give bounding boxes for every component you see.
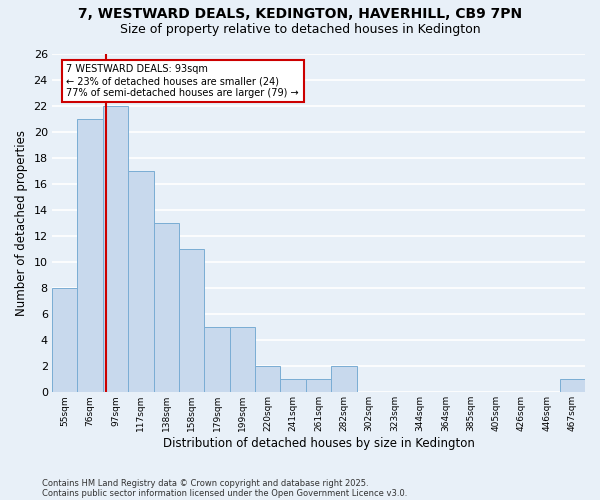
Bar <box>154 223 179 392</box>
Bar <box>331 366 356 392</box>
Bar <box>103 106 128 393</box>
Text: 7 WESTWARD DEALS: 93sqm
← 23% of detached houses are smaller (24)
77% of semi-de: 7 WESTWARD DEALS: 93sqm ← 23% of detache… <box>67 64 299 98</box>
Bar <box>255 366 280 392</box>
Text: 7, WESTWARD DEALS, KEDINGTON, HAVERHILL, CB9 7PN: 7, WESTWARD DEALS, KEDINGTON, HAVERHILL,… <box>78 8 522 22</box>
Text: Size of property relative to detached houses in Kedington: Size of property relative to detached ho… <box>119 22 481 36</box>
Bar <box>204 327 230 392</box>
Bar <box>128 171 154 392</box>
Bar <box>306 380 331 392</box>
X-axis label: Distribution of detached houses by size in Kedington: Distribution of detached houses by size … <box>163 437 475 450</box>
Bar <box>52 288 77 393</box>
Text: Contains HM Land Registry data © Crown copyright and database right 2025.: Contains HM Land Registry data © Crown c… <box>42 478 368 488</box>
Bar <box>560 380 585 392</box>
Bar <box>179 249 204 392</box>
Bar <box>280 380 306 392</box>
Text: Contains public sector information licensed under the Open Government Licence v3: Contains public sector information licen… <box>42 488 407 498</box>
Y-axis label: Number of detached properties: Number of detached properties <box>15 130 28 316</box>
Bar <box>230 327 255 392</box>
Bar <box>77 119 103 392</box>
